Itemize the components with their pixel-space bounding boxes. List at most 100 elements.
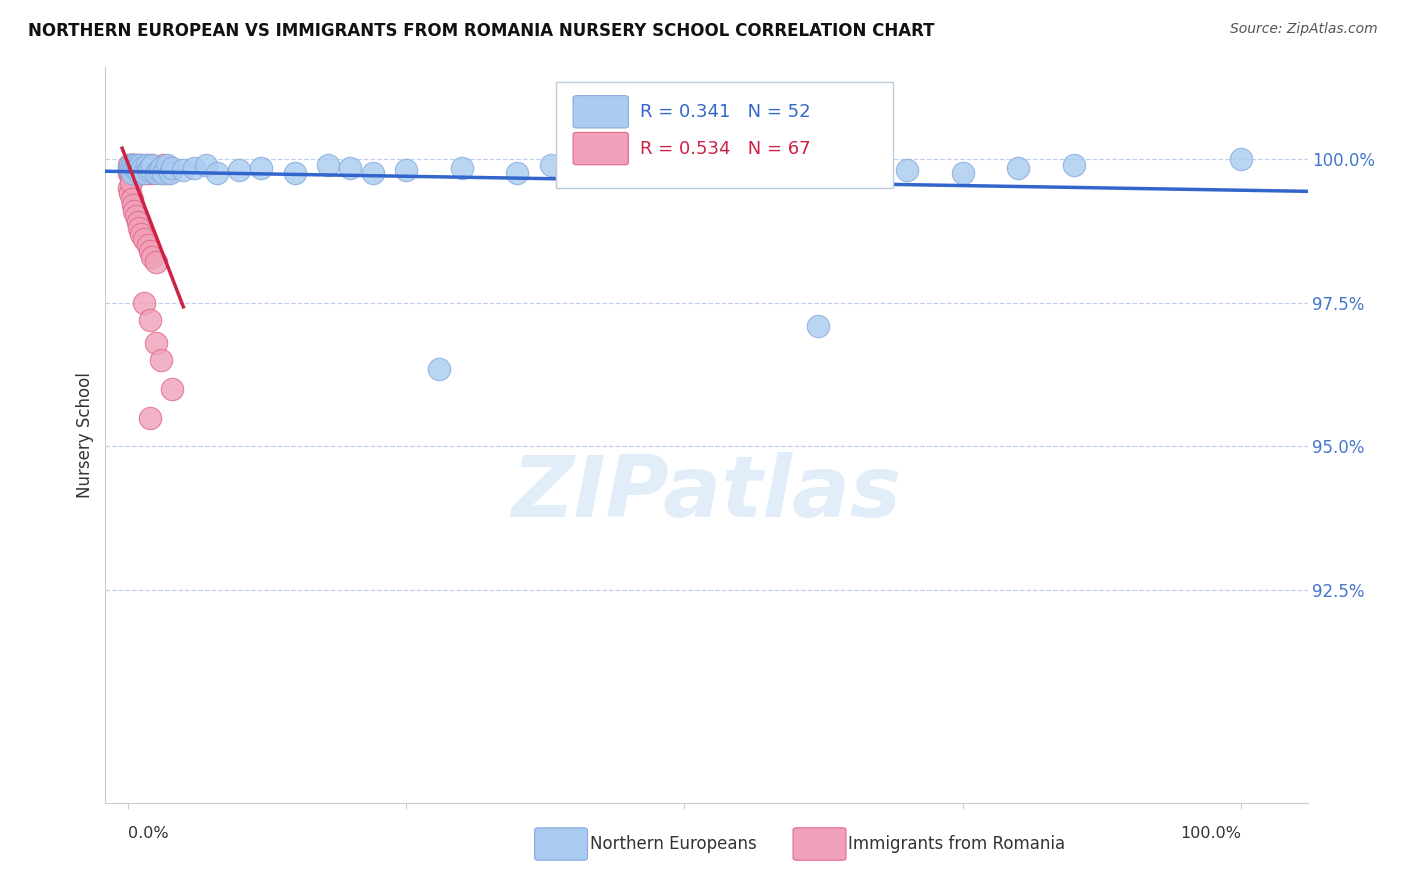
Point <box>540 158 562 172</box>
Point <box>131 161 153 175</box>
Point <box>136 238 159 252</box>
Point <box>395 163 418 178</box>
Point <box>120 175 142 189</box>
FancyBboxPatch shape <box>793 828 846 860</box>
Point <box>839 158 862 172</box>
Point <box>141 158 163 172</box>
Point <box>228 163 250 178</box>
Point <box>129 166 152 180</box>
Point <box>118 166 141 180</box>
FancyBboxPatch shape <box>534 828 588 860</box>
Point <box>124 203 146 218</box>
Point <box>561 161 585 175</box>
Point <box>159 166 181 180</box>
Point <box>128 166 150 180</box>
Point <box>134 232 156 246</box>
Point <box>125 161 148 175</box>
Point <box>250 161 273 175</box>
Point <box>134 166 156 180</box>
Point <box>427 361 450 376</box>
FancyBboxPatch shape <box>557 82 893 188</box>
Point <box>617 169 640 183</box>
Point <box>1229 152 1251 166</box>
Point <box>121 161 143 175</box>
Text: ZIPatlas: ZIPatlas <box>512 452 901 535</box>
Point <box>139 161 162 175</box>
Point <box>129 158 152 172</box>
Text: Immigrants from Romania: Immigrants from Romania <box>848 835 1066 853</box>
Point <box>141 166 163 180</box>
Point <box>150 353 173 368</box>
Point <box>127 161 149 175</box>
Point <box>120 166 142 180</box>
Point <box>124 166 146 180</box>
Point <box>1063 158 1085 172</box>
Point <box>148 161 170 175</box>
Point <box>145 255 167 269</box>
Point <box>172 163 194 178</box>
Point <box>129 161 152 175</box>
Point <box>136 166 159 180</box>
Point <box>118 180 141 194</box>
Point <box>728 163 751 178</box>
Point <box>118 161 141 175</box>
Point <box>124 161 146 175</box>
Point <box>124 161 146 175</box>
Point <box>132 163 155 178</box>
Point <box>121 166 143 180</box>
Point <box>122 198 145 212</box>
Point <box>135 158 157 172</box>
Point <box>152 158 174 172</box>
Point <box>160 382 183 396</box>
FancyBboxPatch shape <box>574 95 628 128</box>
Point <box>145 335 167 350</box>
Point <box>150 161 173 175</box>
Point <box>506 166 529 180</box>
Point <box>361 166 384 180</box>
Point <box>118 161 141 175</box>
Text: 100.0%: 100.0% <box>1180 826 1240 841</box>
Point <box>129 163 152 178</box>
Point <box>150 166 173 180</box>
Point <box>118 166 141 180</box>
Point <box>118 158 141 172</box>
Point <box>118 158 141 172</box>
Point <box>122 166 145 180</box>
Point <box>156 158 179 172</box>
Point <box>124 158 146 172</box>
Point <box>145 163 167 178</box>
Point <box>128 163 150 178</box>
Point <box>134 295 156 310</box>
Point <box>128 220 150 235</box>
Point <box>156 166 179 180</box>
Point <box>122 161 145 175</box>
Point <box>339 161 361 175</box>
Point <box>807 318 830 333</box>
Point <box>135 158 157 172</box>
Point <box>316 158 339 172</box>
Point <box>139 410 162 425</box>
Point <box>124 161 146 175</box>
Text: R = 0.341   N = 52: R = 0.341 N = 52 <box>640 103 811 120</box>
Point <box>1007 161 1029 175</box>
Point <box>125 163 148 178</box>
Point <box>952 166 974 180</box>
Point <box>194 158 217 172</box>
Point <box>183 161 205 175</box>
Point <box>131 161 153 175</box>
Point <box>785 161 807 175</box>
Point <box>135 161 157 175</box>
Point <box>139 161 162 175</box>
Point <box>124 210 146 224</box>
Point <box>136 163 159 178</box>
Text: Northern Europeans: Northern Europeans <box>591 835 756 853</box>
Text: 0.0%: 0.0% <box>128 826 169 841</box>
Text: R = 0.534   N = 67: R = 0.534 N = 67 <box>640 139 811 158</box>
Point <box>121 166 143 180</box>
Point <box>127 215 149 229</box>
Text: Source: ZipAtlas.com: Source: ZipAtlas.com <box>1230 22 1378 37</box>
Point <box>127 163 149 178</box>
Point <box>124 158 146 172</box>
Point <box>129 158 152 172</box>
Point <box>121 192 143 206</box>
